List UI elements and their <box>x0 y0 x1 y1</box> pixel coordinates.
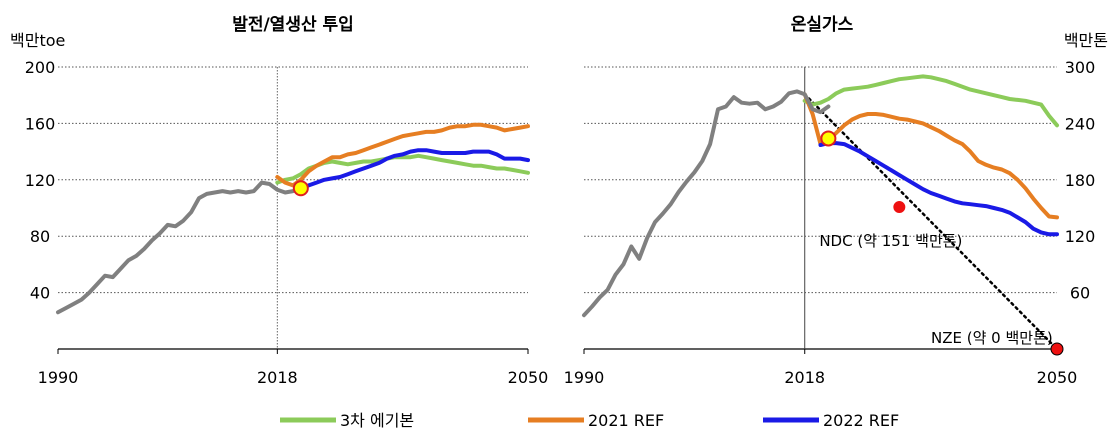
series-line-plan3 <box>802 74 1059 128</box>
series-line-ref2021 <box>802 92 1059 220</box>
target-point <box>893 201 906 214</box>
y-tick-label: 40 <box>30 284 50 303</box>
y-tick-label: 200 <box>25 58 56 77</box>
legend: 3차 에기본 2021 REF 2022 REF <box>280 411 899 430</box>
chart-right-y-unit: 백만톤 <box>1064 31 1108 50</box>
x-tick-label: 1990 <box>38 368 79 387</box>
target-point <box>1050 342 1064 356</box>
chart-right-title: 온실가스 <box>791 15 854 35</box>
series-line-ref2022 <box>298 148 530 191</box>
y-tick-label: 160 <box>25 114 56 133</box>
chart-left-title: 발전/열생산 투입 <box>232 15 354 35</box>
legend-label-ref2022: 2022 REF <box>823 411 899 430</box>
y-tick-label: 60 <box>1070 284 1090 303</box>
net-zero-trend-line <box>803 93 1059 351</box>
series-line-history <box>582 89 831 318</box>
x-tick-label: 2018 <box>784 368 825 387</box>
y-tick-label: 240 <box>1065 114 1096 133</box>
x-tick-label: 2050 <box>508 368 549 387</box>
y-tick-label: 80 <box>30 227 50 246</box>
base-year-marker <box>292 180 309 197</box>
x-tick-label: 2018 <box>257 368 298 387</box>
chart-right-ghg: 온실가스 백만톤 60 120 180 240 300 1990 2018 2050 NDC (… <box>564 15 1108 387</box>
chart-left-y-unit: 백만toe <box>10 31 65 50</box>
chart-left-energy-input: 발전/열생산 투입 백만toe 40 80 120 160 200 1990 2018 205… <box>10 15 548 387</box>
x-tick-label: 2050 <box>1037 368 1078 387</box>
y-tick-label: 180 <box>1065 171 1096 190</box>
x-tick-label: 1990 <box>564 368 605 387</box>
base-year-marker <box>820 130 837 147</box>
y-tick-label: 120 <box>1065 227 1096 246</box>
series-line-ref2021 <box>275 122 530 188</box>
target-label: NDC (약 151 백만톤) <box>819 232 962 250</box>
legend-label-ref2021: 2021 REF <box>588 411 664 430</box>
series-line-ref2022 <box>818 141 1059 237</box>
series-line-history <box>56 180 303 315</box>
y-tick-label: 120 <box>25 171 56 190</box>
y-tick-label: 300 <box>1065 58 1096 77</box>
target-label: NZE (약 0 백만톤) <box>931 329 1053 347</box>
legend-label-plan3: 3차 에기본 <box>340 411 414 430</box>
